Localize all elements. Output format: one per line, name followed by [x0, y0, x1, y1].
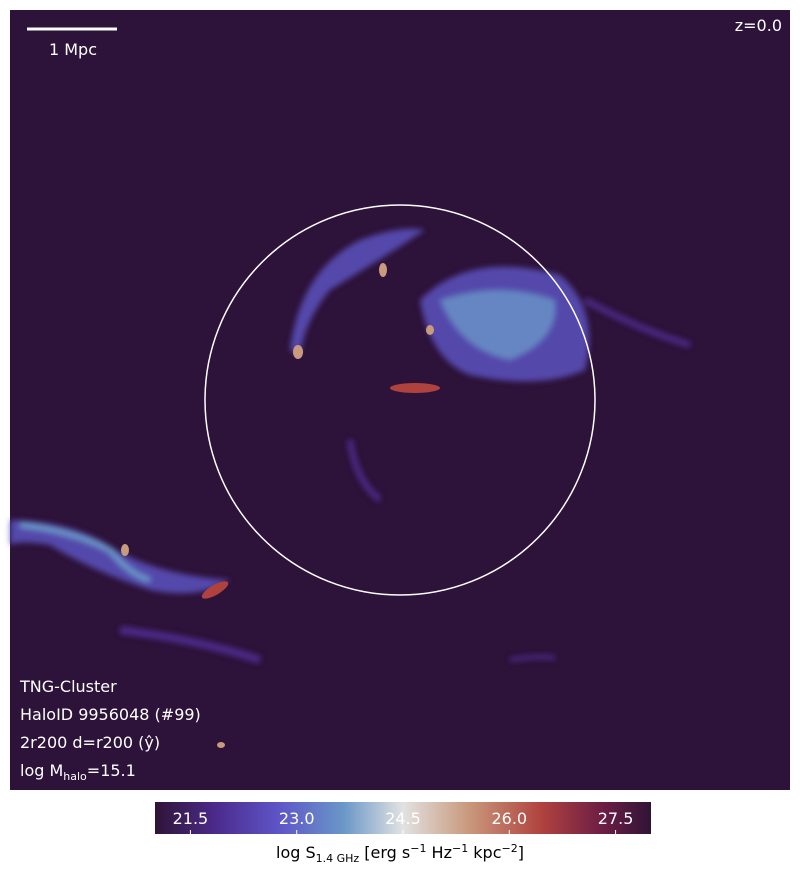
- map-background: [10, 10, 790, 790]
- hot-spot: [293, 345, 303, 359]
- label-part: −1: [452, 842, 468, 855]
- info: HaloID 9956048 (#99): [20, 705, 201, 724]
- hot-spot: [217, 742, 225, 748]
- label-part: [erg s: [359, 843, 410, 862]
- hot-spot: [121, 544, 129, 556]
- label-part: 1.4 GHz: [316, 852, 360, 865]
- mass-part: halo: [63, 770, 87, 783]
- label-part: −1: [410, 842, 426, 855]
- hot-spot: [379, 263, 387, 277]
- label-part: ]: [518, 843, 524, 862]
- hot-spot: [201, 581, 229, 599]
- r200-circle: [204, 204, 596, 596]
- label-part: kpc: [468, 843, 501, 862]
- label-part: −2: [502, 842, 518, 855]
- hot-spot: [426, 325, 434, 335]
- mass-part: log M: [20, 761, 63, 780]
- scale-label: 1 Mpc: [49, 40, 97, 59]
- info: 2r200 d=r200 (ŷ): [20, 733, 160, 752]
- mass: log Mhalo=15.1: [20, 761, 136, 783]
- mass-part: =15.1: [87, 761, 136, 780]
- colorbar-tick-label: 27.5: [598, 809, 634, 828]
- colorbar-tick-label: 26.0: [491, 809, 527, 828]
- hot-spot: [390, 383, 440, 393]
- label-part: log S: [276, 843, 316, 862]
- label-part: Hz: [426, 843, 452, 862]
- colorbar-tick-label: 21.5: [173, 809, 209, 828]
- colorbar-label: log S1.4 GHz [erg s−1 Hz−1 kpc−2]: [276, 842, 524, 865]
- colorbar-ticks: 21.5 23.0 24.5 26.0 27.5: [173, 809, 634, 834]
- redshift: z=0.0: [735, 16, 782, 35]
- colorbar-tick-label: 24.5: [385, 809, 421, 828]
- colorbar: [155, 802, 651, 834]
- info: TNG-Cluster: [19, 677, 117, 696]
- colorbar-tick-label: 23.0: [279, 809, 315, 828]
- emission: [10, 228, 691, 664]
